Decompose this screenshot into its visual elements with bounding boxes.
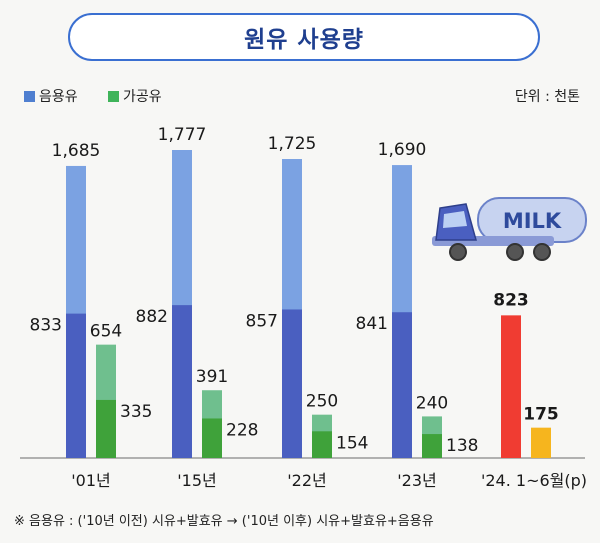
label-processed-total-2: 250 bbox=[306, 392, 338, 412]
label-processed-inner-1: 228 bbox=[226, 420, 258, 440]
label-processed-total-4: 175 bbox=[523, 405, 559, 425]
x-tick-label-4: '24. 1~6월(p) bbox=[481, 471, 587, 490]
bar-processed-inner-3 bbox=[422, 434, 442, 458]
title-banner: 원유 사용량 bbox=[68, 13, 540, 61]
x-tick-label-3: '23년 bbox=[397, 471, 436, 490]
bar-processed-inner-1 bbox=[202, 418, 222, 458]
truck-label: MILK bbox=[503, 209, 562, 233]
bar-drinking-total-4 bbox=[501, 315, 521, 458]
label-processed-inner-2: 154 bbox=[336, 433, 368, 453]
x-tick-label-2: '22년 bbox=[287, 471, 326, 490]
legend-label-processed: 가공유 bbox=[123, 89, 162, 105]
label-drinking-inner-1: 882 bbox=[136, 307, 168, 327]
legend-item-processed: 가공유 bbox=[108, 86, 162, 106]
label-drinking-total-4: 823 bbox=[493, 290, 529, 310]
label-drinking-total-2: 1,725 bbox=[268, 134, 317, 154]
unit-label: 단위 : 천톤 bbox=[514, 89, 580, 105]
label-processed-total-0: 654 bbox=[90, 322, 122, 342]
label-drinking-total-0: 1,685 bbox=[52, 141, 101, 161]
label-drinking-total-1: 1,777 bbox=[158, 125, 207, 145]
milk-truck-icon: MILK bbox=[432, 197, 587, 261]
footnote: ※ 음용유 : ('10년 이전) 시유+발효유 → ('10년 이후) 시유+… bbox=[14, 514, 434, 529]
label-processed-inner-3: 138 bbox=[446, 436, 478, 456]
x-tick-label-0: '01년 bbox=[71, 471, 110, 490]
label-drinking-total-3: 1,690 bbox=[378, 140, 427, 160]
chart-title: 원유 사용량 bbox=[244, 27, 364, 53]
bar-processed-inner-0 bbox=[96, 399, 116, 458]
legend-label-drinking: 음용유 bbox=[39, 89, 78, 105]
bar-drinking-inner-3 bbox=[392, 312, 412, 458]
label-processed-total-3: 240 bbox=[416, 393, 448, 413]
bar-drinking-inner-0 bbox=[66, 313, 86, 458]
label-processed-inner-0: 335 bbox=[120, 402, 152, 422]
legend-item-drinking: 음용유 bbox=[24, 86, 78, 106]
bar-drinking-inner-2 bbox=[282, 309, 302, 458]
legend-swatch-drinking bbox=[24, 90, 35, 102]
bar-processed-inner-2 bbox=[312, 431, 332, 458]
label-drinking-inner-0: 833 bbox=[30, 316, 62, 336]
legend-swatch-processed bbox=[108, 90, 119, 102]
label-drinking-inner-3: 841 bbox=[356, 314, 388, 334]
label-processed-total-1: 391 bbox=[196, 367, 228, 387]
label-drinking-inner-2: 857 bbox=[246, 311, 278, 331]
bar-processed-total-4 bbox=[531, 427, 551, 458]
bar-drinking-inner-1 bbox=[172, 305, 192, 458]
x-tick-label-1: '15년 bbox=[177, 471, 216, 490]
